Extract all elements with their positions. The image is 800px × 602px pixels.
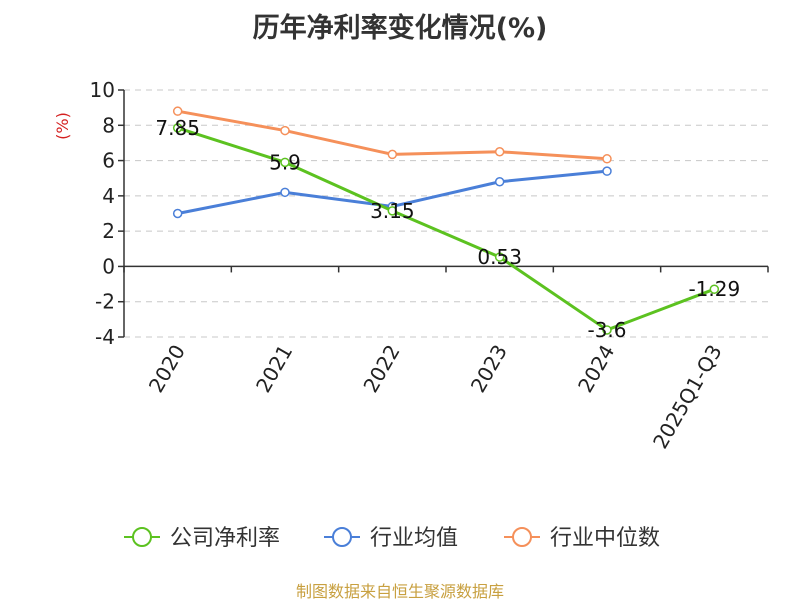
data-point [387, 149, 398, 160]
data-point [602, 154, 612, 164]
data-point [172, 208, 183, 219]
data-point [494, 176, 505, 187]
y-tick-label: -4 [95, 325, 115, 349]
source-note: 制图数据来自恒生聚源数据库 [295, 582, 504, 601]
legend-label: 行业均值 [370, 526, 458, 551]
data-point [387, 206, 398, 216]
y-tick-label: 2 [102, 219, 115, 243]
data-point [602, 325, 612, 335]
y-tick-label: 0 [102, 254, 115, 278]
data-point [709, 284, 720, 294]
y-tick-label: 10 [90, 78, 115, 102]
y-tick-label: 4 [102, 184, 115, 208]
legend-marker [512, 527, 532, 547]
data-label: -3.6 [587, 318, 626, 342]
data-label: 3.15 [370, 199, 415, 223]
x-tick-label: 2023 [466, 340, 512, 396]
data-label: -1.29 [688, 277, 740, 301]
data-label: 5.9 [269, 150, 301, 174]
legend-marker [332, 527, 352, 547]
data-label: 0.53 [477, 245, 522, 269]
data-point [280, 157, 290, 168]
chart-title: 历年净利率变化情况(%) [252, 13, 548, 44]
legend-label: 公司净利率 [170, 526, 280, 551]
y-tick-label: 6 [102, 149, 115, 173]
y-axis-label: (%) [53, 112, 72, 140]
x-tick-label: 2022 [358, 341, 404, 397]
data-point [494, 252, 505, 262]
x-tick-label: 2020 [144, 341, 190, 397]
y-tick-label: -2 [95, 290, 115, 314]
data-point [172, 106, 183, 116]
data-point [280, 187, 290, 198]
data-point [172, 123, 183, 133]
x-tick-label: 2025Q1-Q3 [648, 341, 727, 453]
data-point [280, 125, 290, 136]
x-tick-label: 2021 [251, 341, 297, 397]
legend-marker [132, 527, 152, 547]
data-point [602, 166, 612, 176]
data-point [494, 147, 505, 157]
y-tick-label: 8 [102, 113, 115, 137]
legend-label: 行业中位数 [550, 526, 660, 551]
x-tick-label: 2024 [573, 341, 619, 397]
data-label: 7.85 [155, 116, 200, 140]
series-line [177, 126, 715, 332]
